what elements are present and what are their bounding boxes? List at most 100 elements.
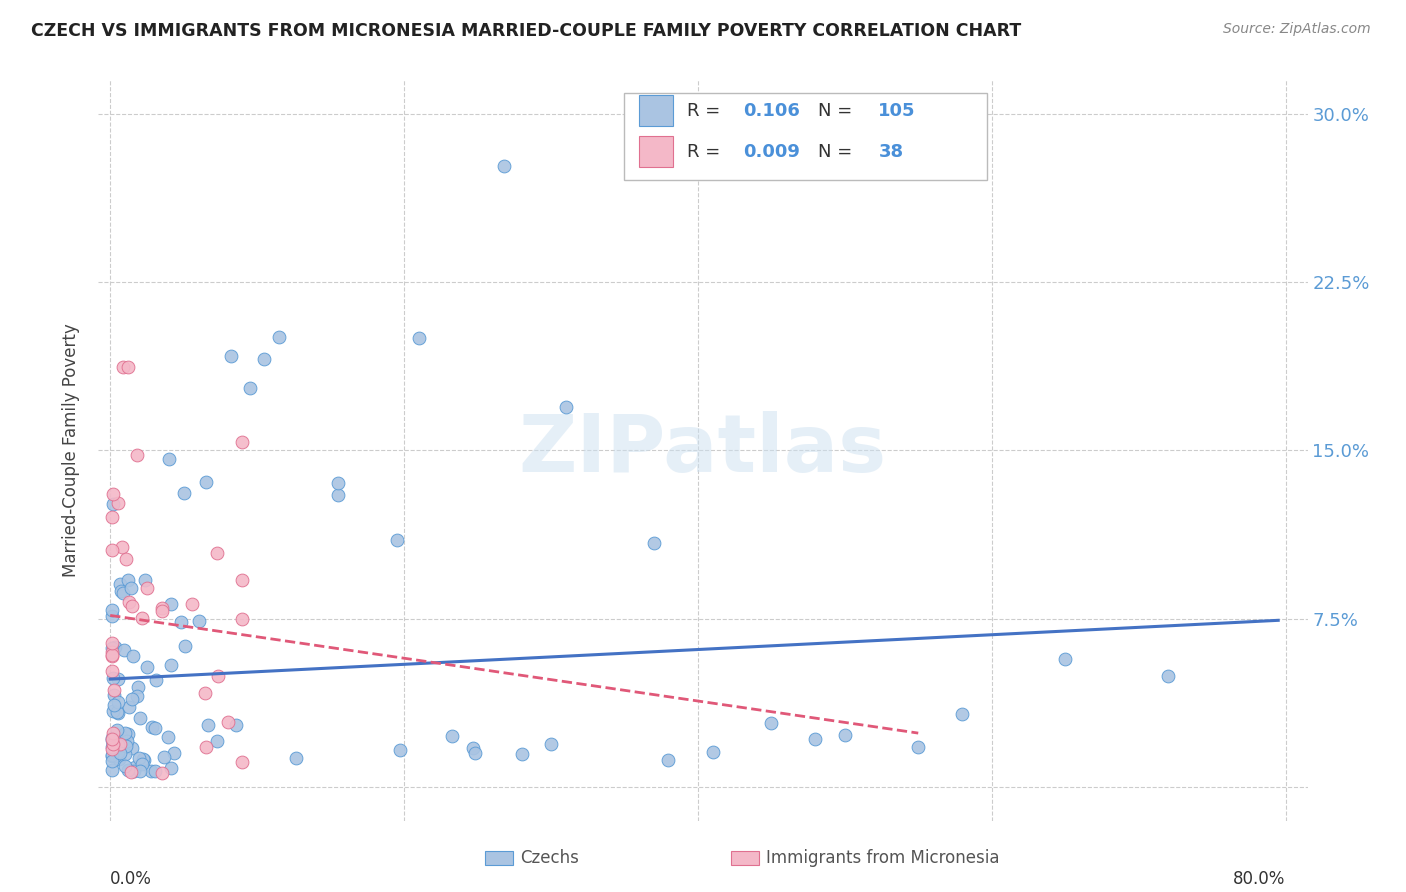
Point — [170, 615, 193, 630]
Point — [100, 645, 122, 659]
Point — [107, 706, 129, 721]
Point — [103, 688, 125, 702]
Point — [111, 540, 134, 554]
Point — [117, 573, 139, 587]
Point — [150, 601, 173, 615]
Point — [159, 761, 181, 775]
Point — [385, 533, 408, 547]
Point — [134, 753, 156, 767]
Point — [115, 739, 138, 754]
Point — [114, 552, 136, 566]
Point — [108, 752, 131, 766]
Point — [101, 704, 124, 718]
Point — [100, 636, 122, 650]
Point — [101, 497, 124, 511]
Point — [108, 732, 131, 747]
Point — [194, 686, 217, 700]
Point — [101, 664, 124, 678]
Point — [408, 331, 430, 345]
Point — [128, 751, 150, 765]
Text: 80.0%: 80.0% — [1233, 870, 1285, 888]
Text: CZECH VS IMMIGRANTS FROM MICRONESIA MARRIED-COUPLE FAMILY POVERTY CORRELATION CH: CZECH VS IMMIGRANTS FROM MICRONESIA MARR… — [31, 22, 1021, 40]
Text: Czechs: Czechs — [520, 849, 579, 867]
Point — [145, 673, 167, 687]
Text: R =: R = — [688, 102, 727, 120]
Point — [152, 749, 174, 764]
Point — [104, 749, 127, 764]
Point — [117, 726, 139, 740]
Point — [284, 750, 307, 764]
Point — [103, 737, 125, 751]
Point — [907, 740, 929, 755]
Point — [112, 643, 135, 657]
Point — [122, 648, 145, 663]
Point — [124, 760, 146, 774]
Point — [100, 543, 122, 558]
Point — [107, 738, 129, 752]
Text: 0.009: 0.009 — [742, 143, 800, 161]
Point — [114, 759, 136, 773]
Point — [761, 716, 783, 731]
Point — [124, 764, 146, 778]
Point — [120, 765, 142, 780]
FancyBboxPatch shape — [638, 95, 673, 126]
Text: 105: 105 — [879, 102, 915, 120]
Point — [657, 753, 679, 767]
Point — [120, 582, 142, 596]
Point — [112, 585, 135, 599]
Text: N =: N = — [818, 143, 858, 161]
FancyBboxPatch shape — [624, 93, 987, 180]
Point — [205, 733, 228, 747]
Point — [388, 743, 411, 757]
Point — [225, 718, 247, 732]
Point — [253, 352, 276, 367]
Point — [187, 614, 209, 628]
Point — [150, 603, 173, 617]
Text: R =: R = — [688, 143, 727, 161]
Point — [231, 574, 253, 588]
Point — [194, 475, 217, 489]
Point — [105, 723, 128, 738]
Point — [195, 739, 218, 754]
Point — [136, 660, 159, 674]
Point — [114, 726, 136, 740]
Text: ZIPatlas: ZIPatlas — [519, 411, 887, 490]
Point — [131, 757, 153, 772]
FancyBboxPatch shape — [638, 136, 673, 167]
Point — [104, 640, 127, 655]
Point — [100, 764, 122, 778]
Point — [464, 746, 486, 760]
Point — [461, 741, 484, 756]
Point — [197, 717, 219, 731]
Point — [492, 159, 515, 173]
Point — [217, 714, 239, 729]
Point — [105, 706, 128, 720]
Point — [219, 349, 242, 363]
Point — [101, 726, 124, 740]
Point — [150, 765, 173, 780]
Point — [117, 734, 139, 748]
Point — [173, 486, 195, 500]
Point — [143, 764, 166, 778]
Point — [160, 597, 183, 611]
Point — [510, 747, 533, 762]
Point — [145, 722, 167, 736]
Point — [1054, 652, 1077, 666]
Point — [100, 742, 122, 756]
Point — [326, 476, 349, 491]
Point — [100, 748, 122, 763]
Point — [231, 755, 253, 769]
Point — [101, 640, 124, 655]
Point — [107, 672, 129, 686]
Point — [110, 737, 132, 751]
Point — [118, 699, 141, 714]
Point — [157, 452, 180, 467]
Point — [156, 730, 179, 744]
Point — [554, 400, 576, 414]
Point — [231, 434, 253, 449]
Point — [440, 729, 463, 743]
Point — [114, 747, 136, 761]
Point — [125, 689, 148, 703]
Point — [834, 728, 856, 742]
Point — [129, 711, 152, 725]
